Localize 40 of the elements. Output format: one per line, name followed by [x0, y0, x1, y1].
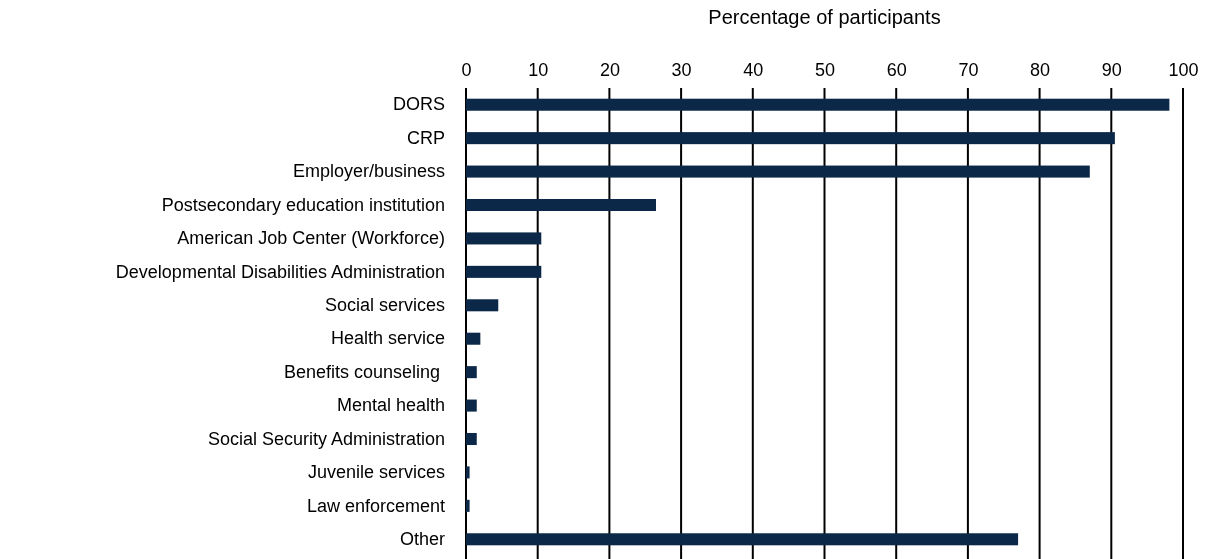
- x-tick-label: 70: [958, 60, 979, 80]
- bar: [466, 499, 470, 512]
- y-tick-label: CRP: [406, 127, 445, 148]
- bar: [466, 232, 542, 245]
- bar: [466, 98, 1170, 111]
- bar: [466, 466, 470, 479]
- bar: [466, 533, 1019, 546]
- y-tick-label: Postsecondary education institution: [161, 194, 445, 215]
- y-tick-label: Social services: [324, 295, 445, 316]
- y-tick-label: DORS: [392, 94, 445, 115]
- y-tick-label: Social Security Administration: [207, 428, 445, 449]
- y-tick-label: Other: [399, 529, 445, 550]
- bar: [466, 132, 1115, 145]
- bar: [466, 198, 657, 212]
- y-tick-label: Law enforcement: [306, 495, 445, 516]
- y-tick-label: Health service: [330, 328, 445, 349]
- x-tick-label: 60: [886, 60, 907, 80]
- bar: [466, 332, 481, 345]
- y-tick-label: Employer/business: [292, 161, 445, 182]
- x-tick-label: 30: [671, 60, 692, 80]
- x-axis-title: Percentage of participants: [708, 6, 941, 28]
- x-tick-label: 100: [1168, 60, 1199, 80]
- y-tick-label: Developmental Disabilities Administration: [115, 261, 445, 282]
- y-tick-label: Juvenile services: [307, 462, 445, 483]
- x-tick-label: 0: [461, 60, 472, 80]
- bar: [466, 399, 477, 412]
- x-tick-label: 10: [528, 60, 549, 80]
- y-tick-label: Benefits counseling: [283, 361, 445, 382]
- bar: [466, 432, 477, 446]
- bar: [466, 165, 1090, 178]
- bar: [466, 299, 499, 312]
- x-tick-label: 80: [1030, 60, 1051, 80]
- y-tick-label: American Job Center (Workforce): [177, 228, 445, 249]
- y-tick-label: Mental health: [336, 395, 445, 416]
- x-tick-label: 40: [743, 60, 764, 80]
- x-tick-label: 20: [599, 60, 620, 80]
- x-tick-label: 90: [1101, 60, 1122, 80]
- x-tick-label: 50: [814, 60, 836, 80]
- bar: [466, 265, 542, 278]
- bar: [466, 366, 477, 379]
